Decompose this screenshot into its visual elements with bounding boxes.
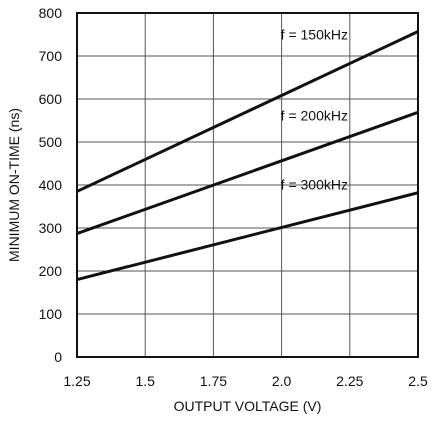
y-tick-labels: 0 100 200 300 400 500 600 700 800 [39,5,63,365]
y-tick-label-3: 300 [39,220,63,236]
x-tick-label-4: 2.25 [336,373,363,389]
y-tick-label-1: 100 [39,306,63,322]
y-tick-label-7: 700 [39,48,63,64]
x-tick-label-1: 1.5 [135,373,155,389]
x-tick-label-0: 1.25 [63,373,90,389]
x-tick-label-2: 1.75 [200,373,227,389]
y-tick-label-6: 600 [39,91,63,107]
x-axis-title: OUTPUT VOLTAGE (V) [174,398,322,414]
series-label-2: f = 300kHz [281,176,348,192]
y-axis-title: MINIMUM ON-TIME (ns) [6,108,22,262]
series-label-0: f = 150kHz [281,27,348,43]
y-tick-label-5: 500 [39,134,63,150]
plot-frame [76,12,419,358]
grid [76,12,419,358]
series-labels: f = 150kHz f = 200kHz f = 300kHz [281,27,348,193]
x-tick-label-3: 2.0 [272,373,292,389]
series-label-1: f = 200kHz [281,108,348,124]
x-tick-label-5: 2.5 [408,373,428,389]
series-line-2 [76,191,419,282]
y-tick-label-4: 400 [39,177,63,193]
series-line-0 [76,30,419,193]
y-tick-label-8: 800 [39,5,63,21]
series-line-1 [76,110,419,236]
x-tick-labels: 1.25 1.5 1.75 2.0 2.25 2.5 [63,373,428,389]
series-lines [76,30,419,282]
y-tick-label-2: 200 [39,263,63,279]
y-tick-label-0: 0 [54,349,62,365]
